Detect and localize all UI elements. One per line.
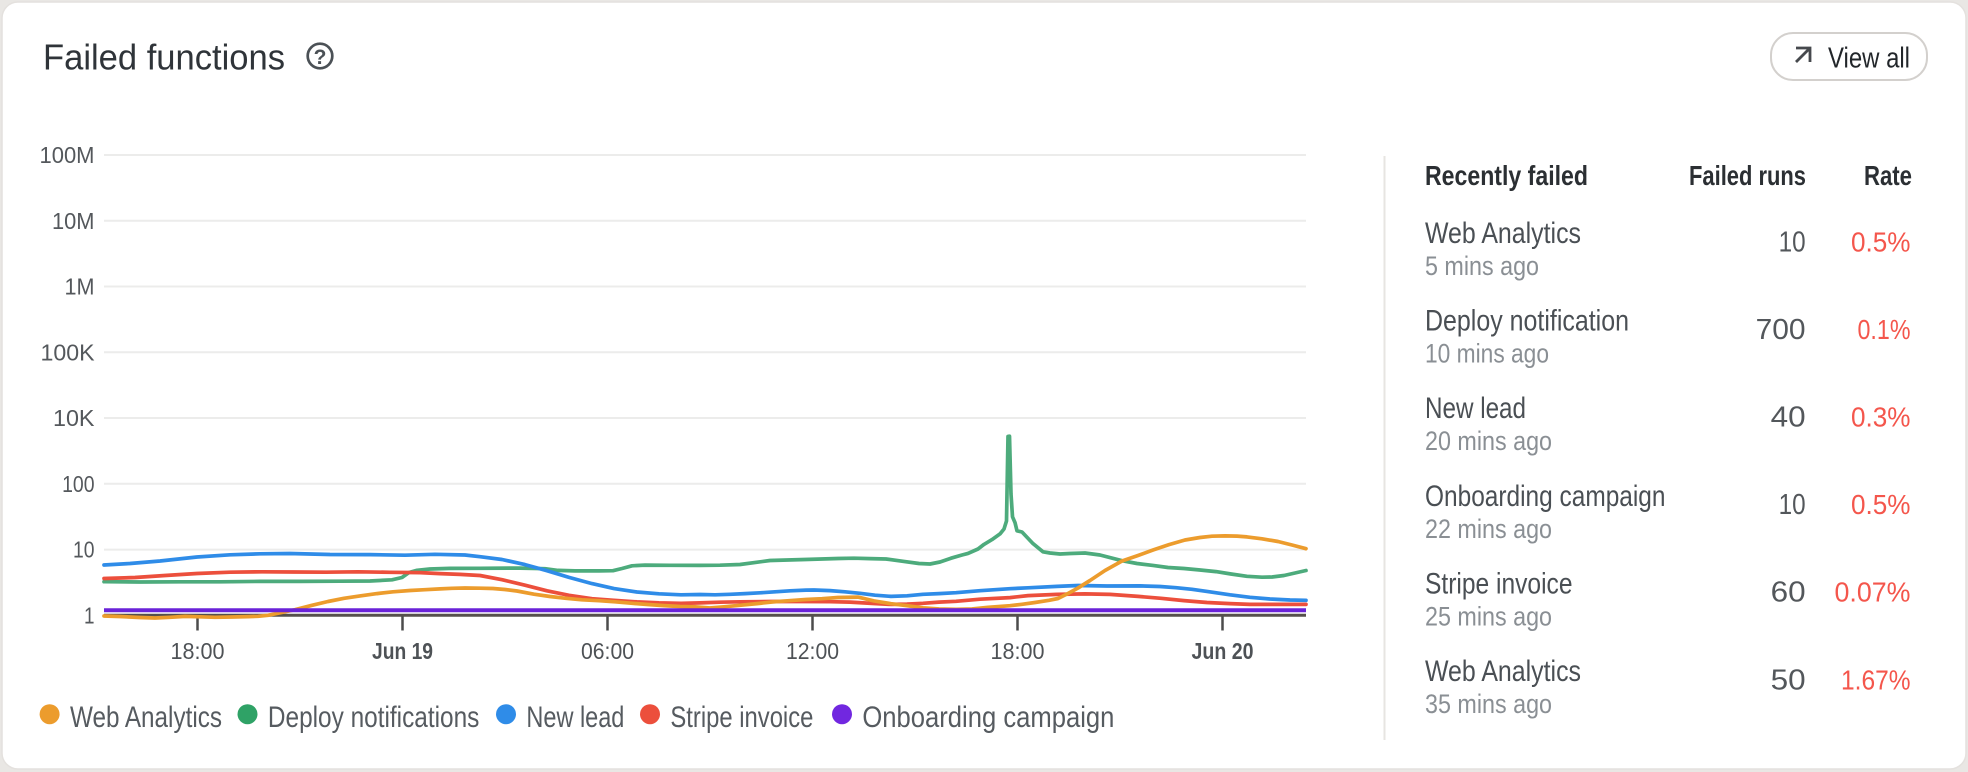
svg-text:New lead: New lead	[1425, 392, 1526, 425]
svg-text:Web Analytics: Web Analytics	[1425, 217, 1581, 250]
svg-text:Onboarding campaign: Onboarding campaign	[1425, 480, 1666, 513]
svg-text:10: 10	[1779, 226, 1806, 258]
svg-text:100K: 100K	[41, 339, 96, 365]
svg-text:Stripe invoice: Stripe invoice	[670, 701, 813, 734]
svg-text:Web Analytics: Web Analytics	[1425, 655, 1581, 688]
svg-text:Deploy notification: Deploy notification	[1425, 305, 1629, 338]
svg-text:Rate: Rate	[1864, 160, 1912, 191]
svg-text:60: 60	[1771, 577, 1806, 609]
svg-text:06:00: 06:00	[581, 638, 634, 664]
svg-text:0.5%: 0.5%	[1851, 226, 1911, 257]
svg-text:12:00: 12:00	[786, 638, 839, 664]
svg-text:35 mins ago: 35 mins ago	[1425, 689, 1552, 719]
svg-text:0.1%: 0.1%	[1858, 314, 1911, 345]
svg-text:40: 40	[1771, 402, 1806, 434]
svg-text:10M: 10M	[52, 208, 95, 234]
svg-text:Onboarding campaign: Onboarding campaign	[862, 701, 1114, 734]
svg-text:100M: 100M	[40, 142, 95, 168]
svg-text:0.07%: 0.07%	[1835, 577, 1911, 608]
svg-text:18:00: 18:00	[991, 638, 1045, 664]
svg-text:18:00: 18:00	[171, 638, 225, 664]
svg-text:700: 700	[1756, 314, 1806, 346]
svg-text:?: ?	[314, 46, 327, 69]
svg-text:1: 1	[84, 602, 95, 628]
svg-text:10 mins ago: 10 mins ago	[1425, 339, 1549, 369]
svg-text:1M: 1M	[65, 274, 95, 300]
svg-text:0.3%: 0.3%	[1851, 402, 1911, 433]
svg-text:View all: View all	[1828, 43, 1910, 75]
svg-text:10: 10	[1779, 489, 1806, 521]
svg-text:0.5%: 0.5%	[1851, 489, 1911, 520]
svg-text:22 mins ago: 22 mins ago	[1425, 514, 1552, 544]
svg-text:1.67%: 1.67%	[1841, 664, 1911, 695]
svg-text:Jun 20: Jun 20	[1192, 638, 1254, 664]
svg-text:Deploy notifications: Deploy notifications	[268, 701, 480, 734]
svg-text:Web Analytics: Web Analytics	[70, 701, 222, 734]
svg-text:20 mins ago: 20 mins ago	[1425, 426, 1552, 456]
svg-text:Failed runs: Failed runs	[1689, 160, 1806, 191]
svg-text:10K: 10K	[53, 405, 95, 431]
svg-text:New lead: New lead	[526, 701, 624, 734]
svg-text:Jun 19: Jun 19	[372, 638, 433, 664]
svg-text:Failed functions: Failed functions	[43, 37, 285, 78]
svg-text:50: 50	[1771, 664, 1806, 696]
svg-text:5 mins ago: 5 mins ago	[1425, 251, 1539, 281]
svg-text:25 mins ago: 25 mins ago	[1425, 601, 1552, 631]
svg-text:10: 10	[73, 537, 95, 563]
svg-text:Stripe invoice: Stripe invoice	[1425, 567, 1573, 600]
svg-text:Recently failed: Recently failed	[1425, 160, 1588, 191]
svg-text:100: 100	[62, 471, 94, 497]
